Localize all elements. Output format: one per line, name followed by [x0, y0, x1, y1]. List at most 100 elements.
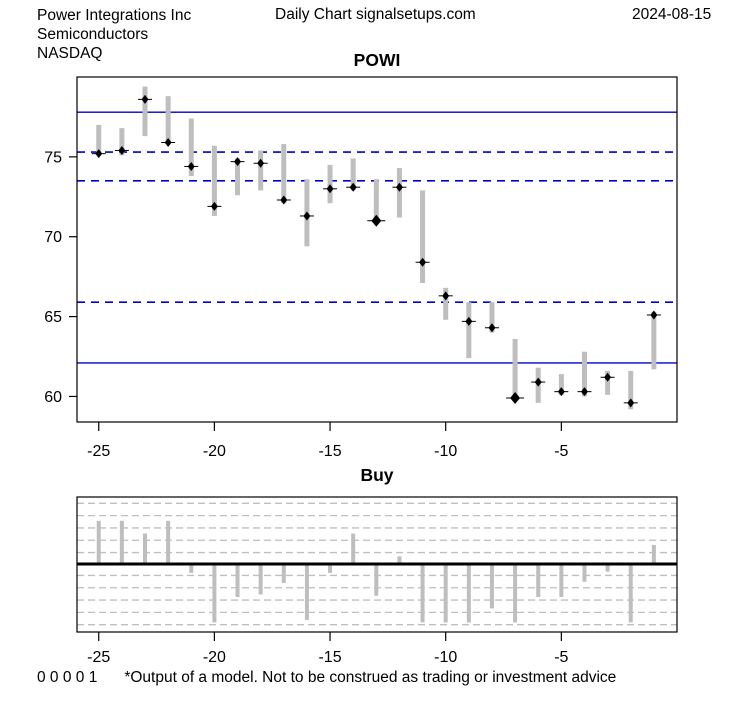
signal-bar	[235, 564, 240, 598]
signal-bar	[119, 520, 124, 564]
price-bar	[558, 374, 564, 395]
price-bar	[466, 302, 472, 359]
close-marker	[650, 310, 658, 320]
disclaimer-text: *Output of a model. Not to be construed …	[124, 669, 617, 686]
price-bar	[165, 96, 171, 145]
x-tick-label: -15	[318, 443, 341, 460]
exchange-label: NASDAQ	[37, 45, 103, 62]
close-marker	[395, 182, 403, 192]
y-tick-label: 60	[44, 389, 62, 406]
price-chart-title: POWI	[353, 50, 401, 70]
price-bar	[188, 118, 194, 177]
price-bar	[581, 351, 587, 397]
signal-bar	[582, 564, 587, 582]
y-tick-label: 70	[44, 229, 62, 246]
close-marker	[627, 398, 635, 408]
close-marker	[257, 158, 265, 168]
close-marker	[604, 372, 612, 382]
close-marker	[280, 195, 288, 205]
signal-bar	[212, 564, 217, 623]
close-marker	[580, 387, 588, 397]
chart-date: 2024-08-15	[632, 6, 712, 23]
sector-label: Semiconductors	[37, 26, 149, 43]
x-tick-label: -20	[203, 443, 226, 460]
signal-x-tick-label: -10	[434, 649, 457, 666]
signal-bar	[420, 564, 425, 623]
signal-x-tick-label: -25	[87, 649, 110, 666]
signal-bar	[166, 520, 171, 564]
header-left-block: Power Integrations Inc Semiconductors NA…	[37, 6, 191, 63]
price-bar	[489, 302, 495, 333]
signal-x-tick-label: -20	[203, 649, 226, 666]
close-marker	[95, 149, 103, 159]
close-marker	[442, 291, 450, 301]
close-marker	[234, 157, 242, 167]
signal-bar	[96, 520, 101, 564]
chart-source-label: Daily Chart signalsetups.com	[275, 6, 476, 23]
close-marker	[557, 387, 565, 397]
close-marker	[419, 257, 427, 267]
price-bar	[605, 370, 611, 395]
y-tick-label: 65	[44, 309, 62, 326]
signal-plot-border	[76, 496, 678, 633]
price-bar	[420, 190, 426, 284]
signal-bar	[443, 564, 448, 623]
signal-x-tick-label: -15	[318, 649, 341, 666]
model-output-values: 0 0 0 0 1	[37, 669, 98, 686]
signal-bar	[628, 564, 633, 623]
close-marker	[371, 214, 382, 227]
company-name: Power Integrations Inc	[37, 7, 192, 24]
x-tick-label: -10	[434, 443, 457, 460]
signal-bar	[559, 564, 564, 598]
signal-bar	[466, 564, 471, 623]
price-bar	[96, 124, 102, 156]
signal-bar	[351, 533, 356, 564]
price-bar	[651, 311, 657, 370]
signal-bar	[536, 564, 541, 598]
signal-bar	[397, 556, 402, 564]
y-tick-label: 75	[44, 149, 62, 166]
price-bar	[373, 179, 379, 220]
close-marker	[118, 145, 126, 155]
close-marker	[465, 316, 473, 326]
signal-bar	[304, 564, 309, 620]
close-marker	[210, 201, 218, 211]
close-marker	[510, 392, 521, 405]
signal-bar	[374, 564, 379, 596]
price-bar	[512, 338, 518, 402]
close-marker	[164, 137, 172, 147]
price-bar	[327, 164, 333, 204]
signal-bar	[143, 533, 148, 564]
price-bar	[258, 150, 264, 191]
price-bar	[443, 287, 449, 320]
close-marker	[349, 182, 357, 192]
price-bar	[281, 144, 287, 204]
price-bar	[628, 370, 634, 410]
price-bar	[142, 86, 148, 137]
close-marker	[141, 94, 149, 104]
signal-x-tick-label: -5	[554, 649, 568, 666]
signal-bar	[189, 564, 194, 573]
footer: 0 0 0 0 1 *Output of a model. Not to be c…	[37, 669, 616, 687]
price-bar	[235, 158, 241, 196]
x-tick-label: -5	[554, 443, 568, 460]
price-bar	[396, 168, 402, 218]
close-marker	[303, 211, 311, 221]
price-bar	[350, 158, 356, 191]
signal-bar	[651, 544, 656, 564]
close-marker	[534, 377, 542, 387]
close-marker	[326, 184, 334, 194]
signal-bar	[489, 564, 494, 609]
price-plot-border	[76, 76, 678, 423]
price-bar	[119, 128, 125, 156]
close-marker	[488, 323, 496, 333]
x-tick-label: -25	[87, 443, 110, 460]
signal-bar	[281, 564, 286, 584]
signal-bar	[513, 564, 518, 623]
signal-bar	[328, 564, 333, 573]
signal-bar	[258, 564, 263, 595]
close-marker	[187, 161, 195, 171]
signal-bar	[605, 564, 610, 572]
